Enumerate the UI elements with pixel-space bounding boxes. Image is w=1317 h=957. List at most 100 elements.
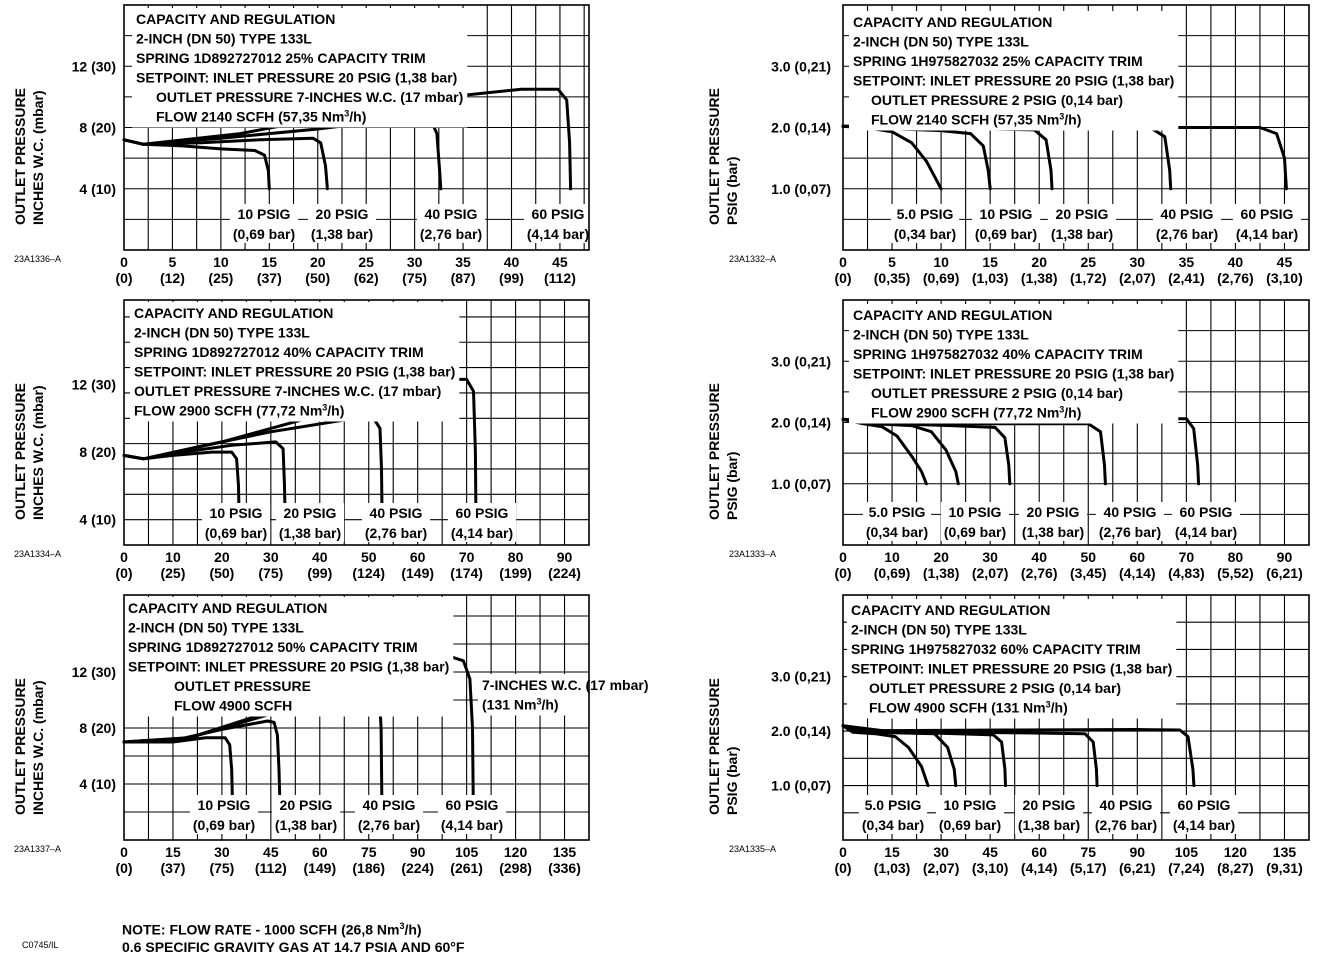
x-tick-label: 35 [455,254,471,270]
series-label-5: 60 PSIG (4,14 bar) [1169,795,1239,834]
series-label-bar: (0,34 bar) [862,817,924,833]
series-label-pressure: 10 PSIG [949,504,1002,520]
y-tick-label: 2.0 (0,14) [771,415,831,431]
chart-title-line-text: OUTLET PRESSURE 2 PSIG (0,14 bar) [869,680,1121,696]
series-label-bar: (4,14 bar) [527,226,589,242]
series-label-backing [1018,502,1088,541]
series-label-backing [354,795,424,834]
x-tick-label-secondary: (8,27) [1217,860,1254,876]
series-label-5: 60 PSIG (4,14 bar) [1232,204,1302,243]
x-tick-label-secondary: (99) [499,270,524,286]
x-tick-label: 90 [1130,844,1146,860]
x-tick-label: 70 [1179,549,1195,565]
x-tick-label-secondary: (12) [160,270,185,286]
x-tick-label: 10 [933,254,949,270]
chart-frame [123,594,590,841]
chart-title-side-line: 7-INCHES W.C. (17 mbar) [482,677,648,693]
chart-title-line-text: 2-INCH (DN 50) TYPE 133L [136,31,312,47]
series-label-bar: (2,76 bar) [358,817,420,833]
chart-title-line-tail: /h) [349,109,366,125]
x-tick-label: 20 [933,549,949,565]
x-tick-label-secondary: (261) [450,860,483,876]
x-tick-label-secondary: (112) [255,860,287,876]
x-tick-label-secondary: (9,31) [1266,860,1303,876]
y-tick-label: 8 (20) [79,120,116,136]
x-tick-label-secondary: (99) [307,565,332,581]
series-label-backing [275,503,345,542]
chart-title-line-text: 2-INCH (DN 50) TYPE 133L [134,325,310,341]
y-axis-label: OUTLET PRESSURE [706,383,722,520]
x-tick-label: 30 [933,844,949,860]
y-tick-label: 4 (10) [79,776,116,792]
series-line-3 [841,417,1012,486]
series-label-3: 20 PSIG (1,38 bar) [1018,502,1088,541]
series-label-backing [201,503,271,542]
x-tick-label: 40 [312,549,328,565]
chart-title-line-superscript: 3 [322,403,327,413]
chart-title-line: 2-INCH (DN 50) TYPE 133L [134,325,310,341]
chart-title-line-text: 2-INCH (DN 50) TYPE 133L [853,327,1029,343]
chart-title-line-text: OUTLET PRESSURE [174,678,311,694]
series-label-4: 40 PSIG (2,76 bar) [1091,795,1161,834]
x-tick-label: 10 [165,549,181,565]
x-tick-label-secondary: (224) [401,860,434,876]
series-label-pressure: 5.0 PSIG [865,797,922,813]
series-label-bar: (1,38 bar) [1051,226,1113,242]
series-label-bar: (4,14 bar) [441,817,503,833]
series-label-4: 40 PSIG (2,76 bar) [1095,502,1165,541]
x-tick-label: 25 [358,254,374,270]
chart-title-line: SPRING 1D892727012 50% CAPACITY TRIM [128,639,418,655]
chart-title-line-tail: /h) [1064,405,1081,421]
series-label-pressure: 10 PSIG [238,206,291,222]
series-label-pressure: 60 PSIG [456,505,509,521]
series-label-bar: (4,14 bar) [1175,524,1237,540]
x-tick-label: 15 [165,844,181,860]
series-line-1 [841,417,928,486]
chart-title-line: SPRING 1H975827032 25% CAPACITY TRIM [853,53,1143,69]
series-label-backing [1091,795,1161,834]
chart-title-line: CAPACITY AND REGULATION [851,602,1050,618]
y-tick-label: 2.0 (0,14) [771,120,831,136]
series-label-pressure: 40 PSIG [1100,797,1153,813]
chart-title-line-text: SETPOINT: INLET PRESSURE 20 PSIG (1,38 b… [851,661,1172,677]
chart-frame [123,4,590,251]
chart-title-line-text: SETPOINT: INLET PRESSURE 20 PSIG (1,38 b… [853,73,1174,89]
series-label-pressure: 5.0 PSIG [869,504,926,520]
x-tick-label: 15 [884,844,900,860]
chart-title-line: CAPACITY AND REGULATION [134,305,333,321]
series-label-pressure: 60 PSIG [1180,504,1233,520]
chart-title-line-text: FLOW 4900 SCFH [174,698,292,714]
chart-title-line-text: 2-INCH (DN 50) TYPE 133L [853,34,1029,50]
series-label-backing [1171,502,1241,541]
series-label-backing [437,795,507,834]
x-tick-label-secondary: (0) [834,270,851,286]
chart-title-block: CAPACITY AND REGULATION 2-INCH (DN 50) TY… [849,11,1179,131]
note-line1-end: /h) [404,921,422,938]
x-tick-label-secondary: (2,76) [1021,565,1058,581]
x-tick-label-secondary: (224) [548,565,581,581]
x-tick-label-secondary: (1,38) [1021,270,1058,286]
chart-title-line-superscript: 3 [1046,700,1051,710]
x-tick-label: 45 [1277,254,1293,270]
chart-frame [842,299,1310,546]
series-label-5: 60 PSIG (4,14 bar) [1171,502,1241,541]
series-label-bar: (4,14 bar) [1173,817,1235,833]
x-tick-label-secondary: (5,17) [1070,860,1107,876]
series-label-backing [447,503,517,542]
series-label-2: 10 PSIG (0,69 bar) [940,502,1010,541]
chart-title-line-superscript: 3 [1059,405,1064,415]
x-tick-label-secondary: (0,69) [923,270,960,286]
series-label-bar: (2,76 bar) [1156,226,1218,242]
chart-title-line-text: FLOW 2900 SCFH (77,72 Nm [134,403,322,419]
x-tick-label-secondary: (0,35) [874,270,911,286]
chart-panel-4: CAPACITY AND REGULATION 2-INCH (DN 50) TY… [706,299,1310,581]
series-label-4: 40 PSIG (2,76 bar) [1152,204,1222,243]
y-tick-label: 3.0 (0,21) [771,353,831,369]
series-label-backing [1047,204,1117,243]
series-line-3 [122,116,443,191]
x-tick-label: 20 [310,254,326,270]
series-label-bar: (2,76 bar) [1099,524,1161,540]
x-tick-label: 75 [361,844,377,860]
chart-title-line-tail: /h) [1064,112,1081,128]
x-tick-label: 0 [120,844,128,860]
